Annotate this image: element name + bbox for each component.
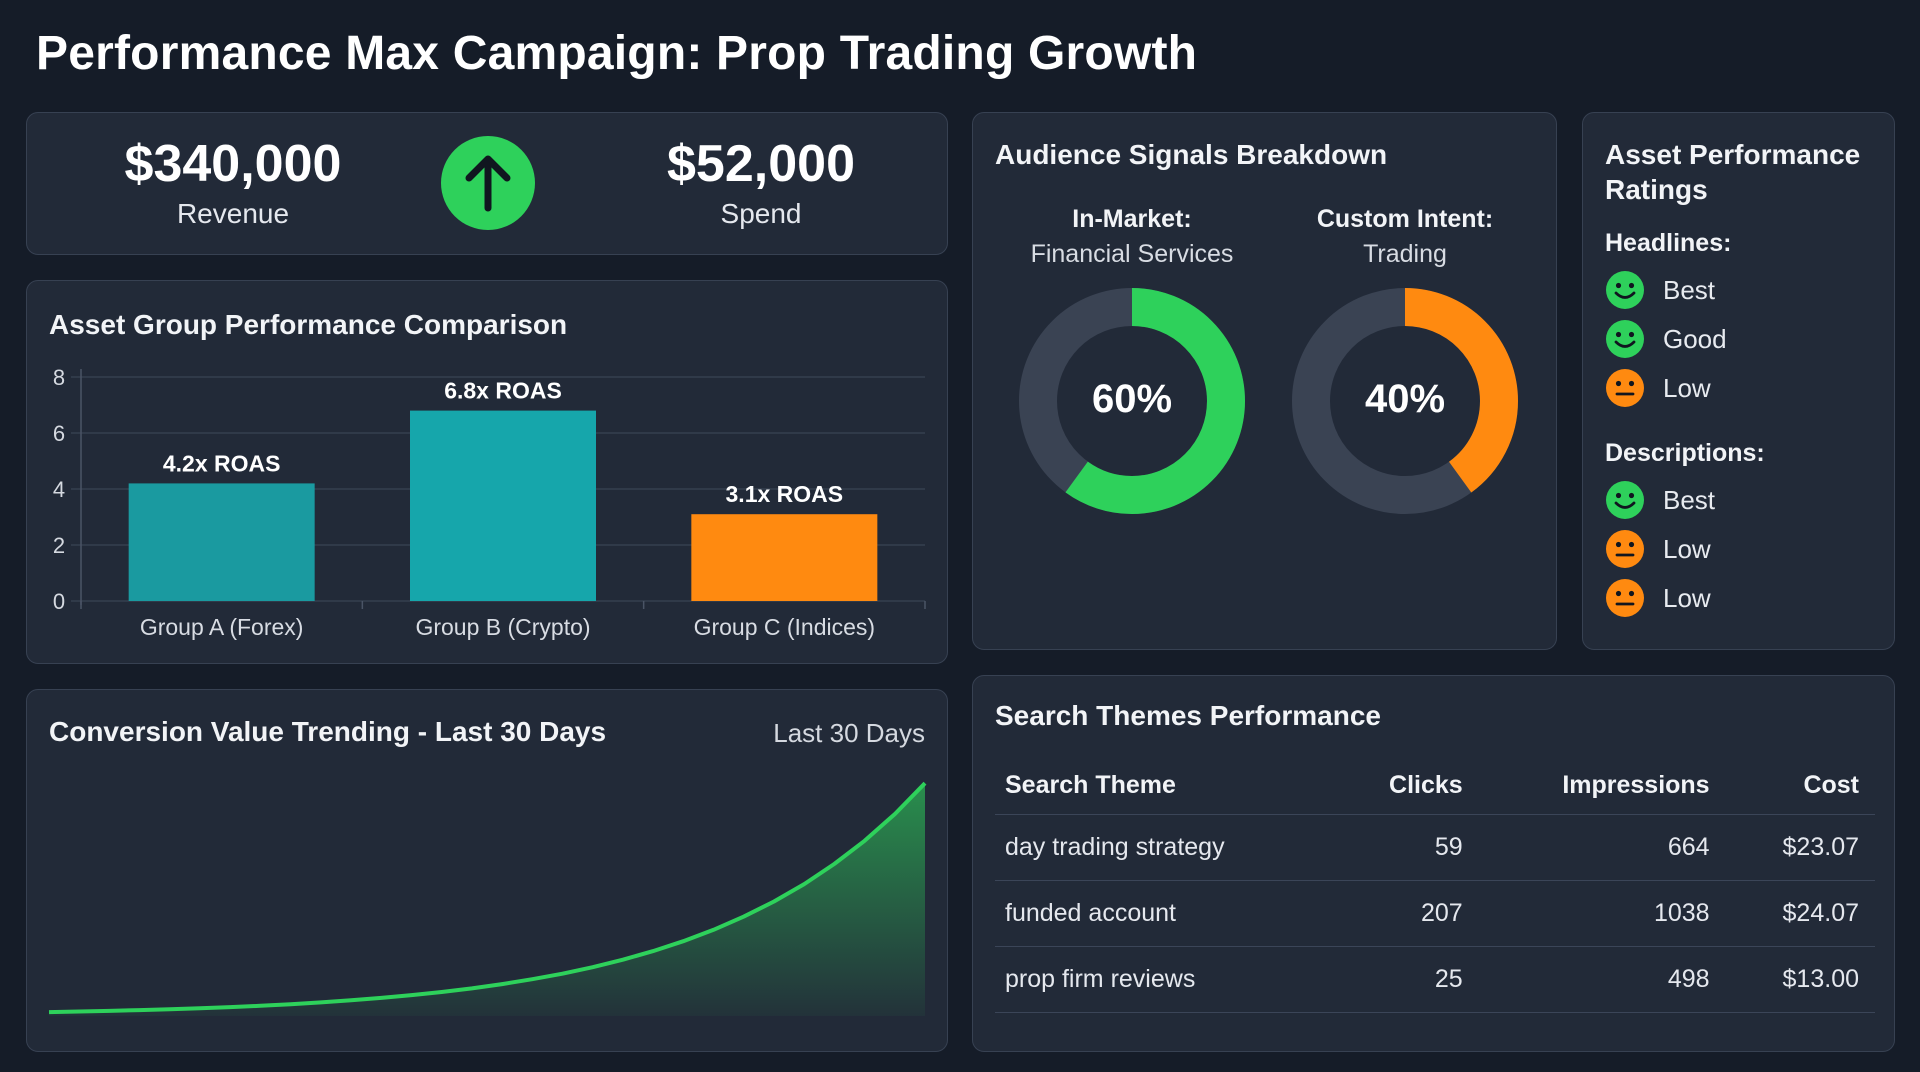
neutral-face-icon [1605, 368, 1645, 408]
revenue-label: Revenue [176, 197, 290, 229]
table-cell: day trading strategy [995, 814, 1334, 881]
donut-subheading: Trading [1363, 240, 1447, 268]
column-header: Cost [1725, 758, 1875, 815]
donut-percent-label: 40% [1364, 377, 1446, 421]
headline-rating-row: Best [1605, 270, 1715, 310]
description-rating-row: Low [1605, 578, 1711, 618]
donut-percent-label: 60% [1091, 377, 1173, 421]
x-tick-label: Group C (Indices) [694, 614, 876, 640]
trend-title: Conversion Value Trending - Last 30 Days [49, 716, 607, 747]
spend-kpi: $52,000 Spend [611, 137, 911, 230]
table-cell: 59 [1333, 814, 1479, 881]
description-rating-row: Low [1605, 529, 1711, 569]
table-cell: 207 [1333, 880, 1479, 947]
donut-chart-custom-intent [1292, 288, 1518, 514]
neutral-face-icon [1605, 529, 1645, 569]
bar [691, 514, 878, 601]
table-cell: $23.07 [1725, 814, 1875, 881]
neutral-face-icon [1605, 578, 1645, 618]
donut-segment [1292, 288, 1518, 514]
spend-label: Spend [720, 197, 802, 229]
headlines-label: Headlines: [1605, 229, 1732, 257]
asset-group-chart-card: Asset Group Performance Comparison 0 2 4 6 8… [26, 280, 948, 664]
search-themes-card: Search Themes Performance Search Theme C… [972, 675, 1895, 1052]
table-cell: $13.00 [1725, 946, 1875, 1013]
table-cell: 1038 [1478, 880, 1726, 947]
arrow-up-icon [441, 136, 535, 230]
audience-signals-card: Audience Signals Breakdown In-Market: Fi… [972, 112, 1557, 650]
y-tick-label: 6 [53, 421, 65, 446]
y-tick-label: 4 [53, 477, 65, 502]
smile-icon [1605, 480, 1645, 520]
donut-chart-in-market [1019, 288, 1245, 514]
donut-subheading: Financial Services [1030, 240, 1234, 268]
headline-rating-row: Good [1605, 319, 1727, 359]
table-cell: 664 [1478, 814, 1726, 881]
bar-data-label: 6.8x ROAS [444, 378, 562, 404]
table-row: day trading strategy 59 664 $23.07 [995, 814, 1875, 881]
description-rating-row: Best [1605, 480, 1715, 520]
asset-group-title: Asset Group Performance Comparison [49, 309, 568, 340]
revenue-kpi: $340,000 Revenue [83, 137, 383, 230]
descriptions-label: Descriptions: [1605, 439, 1765, 467]
audience-title: Audience Signals Breakdown [995, 139, 1388, 170]
search-themes-title: Search Themes Performance [995, 700, 1381, 731]
rating-label: Low [1663, 372, 1711, 403]
x-tick-label: Group A (Forex) [140, 614, 304, 640]
donut-heading: Custom Intent: [1316, 205, 1494, 233]
search-themes-table: Search Theme Clicks Impressions Cost day… [995, 758, 1875, 1013]
asset-ratings-card: Asset Performance Ratings Headlines: Bes… [1582, 112, 1895, 650]
table-header-row: Search Theme Clicks Impressions Cost [995, 758, 1875, 815]
y-tick-label: 2 [53, 533, 65, 558]
table-cell: funded account [995, 880, 1334, 947]
kpi-card: $340,000 Revenue $52,000 Spend [26, 112, 948, 255]
rating-label: Low [1663, 533, 1711, 564]
rating-label: Best [1663, 274, 1716, 305]
trend-area [49, 783, 925, 1016]
table-row: funded account 207 1038 $24.07 [995, 880, 1875, 947]
trend-area-chart [48, 781, 927, 1016]
bar-chart: 0 2 4 6 8 4.2x ROAS Group A (Forex) 6.8x ROAS Gr… [53, 365, 926, 640]
rating-label: Best [1663, 484, 1716, 515]
page-title: Performance Max Campaign: Prop Trading G… [36, 27, 1198, 80]
bar [128, 483, 315, 601]
bar [410, 410, 596, 601]
ratings-title: Asset Performance Ratings [1605, 139, 1861, 205]
table-cell: $24.07 [1725, 880, 1875, 947]
trend-line [48, 781, 927, 1015]
x-tick-label: Group B (Crypto) [415, 614, 590, 640]
column-header: Clicks [1333, 758, 1479, 815]
rating-label: Good [1663, 323, 1727, 354]
y-tick-label: 8 [53, 365, 65, 390]
trend-period-label: Last 30 Days [773, 718, 925, 748]
donut-custom-intent: Custom Intent: Trading [1275, 205, 1535, 269]
bar-data-label: 4.2x ROAS [163, 450, 281, 476]
smile-icon [1605, 319, 1645, 359]
table-cell: prop firm reviews [995, 946, 1334, 1013]
smile-icon [1605, 270, 1645, 310]
conversion-trend-card: Conversion Value Trending - Last 30 Days… [26, 689, 948, 1052]
table-row: prop firm reviews 25 498 $13.00 [995, 946, 1875, 1013]
table-cell: 498 [1478, 946, 1726, 1013]
revenue-value: $340,000 [124, 135, 342, 193]
table-cell: 25 [1333, 946, 1479, 1013]
donut-segment [1019, 288, 1245, 514]
spend-value: $52,000 [667, 135, 855, 193]
y-tick-label: 0 [53, 589, 65, 614]
column-header: Impressions [1478, 758, 1726, 815]
rating-label: Low [1663, 582, 1711, 613]
headline-rating-row: Low [1605, 368, 1711, 408]
donut-in-market: In-Market: Financial Services [1002, 205, 1262, 269]
bar-data-label: 3.1x ROAS [726, 481, 844, 507]
donut-heading: In-Market: [1072, 205, 1192, 233]
column-header: Search Theme [995, 758, 1334, 815]
